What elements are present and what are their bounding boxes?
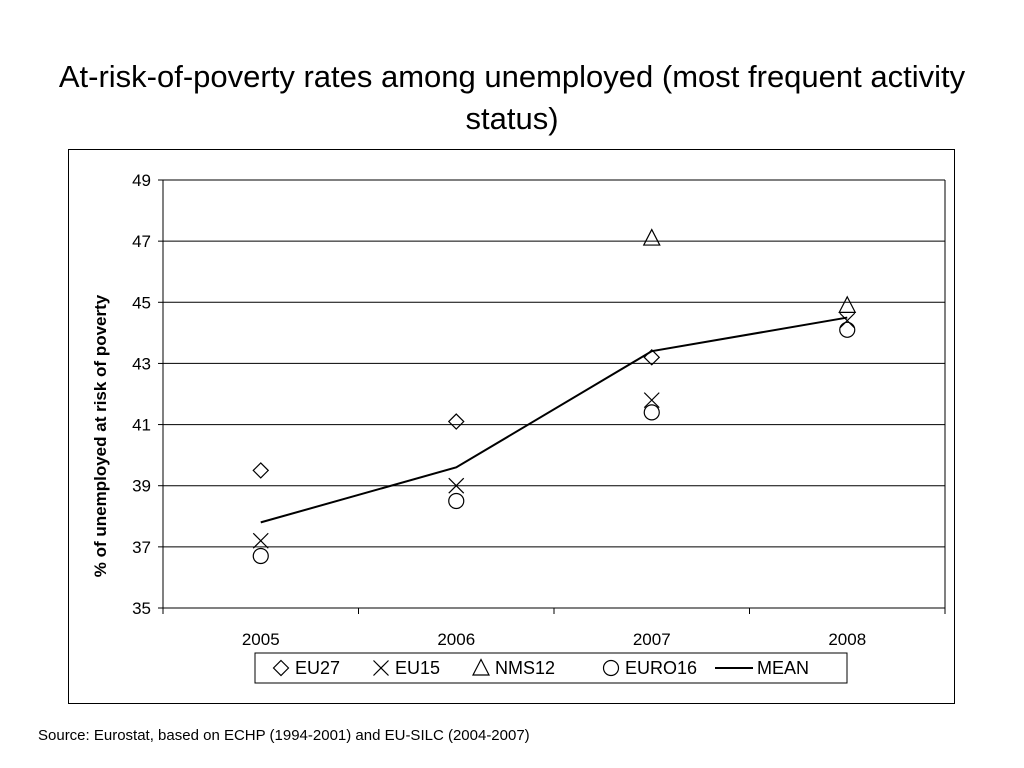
y-tick-label: 49 — [132, 171, 151, 190]
y-tick-label: 45 — [132, 293, 151, 312]
point-eu15 — [643, 392, 660, 409]
y-tick-label: 37 — [132, 538, 151, 557]
point-eu15-stroke — [643, 392, 660, 409]
point-euro16 — [252, 547, 269, 565]
series-euro16 — [252, 321, 856, 565]
point-eu15-stroke — [252, 532, 269, 549]
y-tick-label: 41 — [132, 416, 151, 435]
point-nms12 — [642, 228, 661, 246]
legend-label-eu27: EU27 — [295, 658, 340, 678]
legend-label-nms12: NMS12 — [495, 658, 555, 678]
x-tick-label: 2007 — [633, 630, 671, 649]
series-mean — [260, 316, 848, 524]
legend: EU27 EU15 NMS12 EURO16 MEAN — [254, 652, 848, 684]
point-eu15 — [839, 312, 856, 329]
legend-item-eu27: EU27 — [272, 658, 340, 678]
axes — [158, 179, 946, 614]
page-title: At-risk-of-poverty rates among unemploye… — [58, 59, 966, 136]
series-eu27 — [252, 348, 661, 479]
point-nms12 — [838, 295, 857, 313]
y-tick-label: 43 — [132, 354, 151, 373]
x-tick-label: 2008 — [828, 630, 866, 649]
legend-swatch-eu15 — [373, 660, 389, 676]
point-euro16 — [448, 492, 465, 510]
source-note: Source: Eurostat, based on ECHP (1994-20… — [38, 727, 530, 744]
y-tick-label: 35 — [132, 599, 151, 618]
point-euro16 — [643, 404, 660, 421]
point-eu15 — [448, 477, 465, 494]
x-tick-label: 2005 — [242, 630, 280, 649]
legend-label-mean: MEAN — [757, 658, 809, 678]
x-tick-labels: 2005 2006 2007 2008 — [242, 630, 866, 649]
legend-item-euro16: EURO16 — [602, 658, 697, 678]
point-eu15 — [252, 532, 269, 549]
legend-swatch-nms12 — [472, 658, 490, 676]
point-eu27 — [447, 413, 465, 430]
legend-item-eu15: EU15 — [373, 658, 440, 678]
y-tick-label: 47 — [132, 232, 151, 251]
legend-item-nms12: NMS12 — [472, 658, 555, 678]
chart-frame: 35 37 39 41 43 45 47 49 2005 2006 2007 2008 % of u… — [68, 149, 955, 704]
series — [252, 228, 857, 565]
point-euro16 — [839, 321, 856, 338]
y-tick-label: 39 — [132, 477, 151, 496]
chart: 35 37 39 41 43 45 47 49 2005 2006 2007 2008 % of u… — [91, 171, 946, 684]
legend-label-eu15: EU15 — [395, 658, 440, 678]
series-line-mean — [260, 316, 848, 524]
legend-swatch-eu27 — [272, 659, 290, 677]
legend-swatch-euro16 — [602, 659, 620, 677]
series-eu15 — [252, 312, 856, 549]
point-eu27 — [252, 462, 270, 479]
point-eu15-stroke — [448, 477, 465, 494]
legend-swatch-eu15-stroke — [373, 660, 389, 676]
x-tick-label: 2006 — [437, 630, 475, 649]
point-eu15-stroke — [839, 312, 856, 329]
y-tick-labels: 35 37 39 41 43 45 47 49 — [132, 171, 151, 618]
gridlines — [163, 179, 945, 548]
legend-item-mean: MEAN — [715, 658, 809, 678]
y-axis-label: % of unemployed at risk of poverty — [91, 294, 110, 577]
series-nms12 — [642, 228, 857, 313]
legend-label-euro16: EURO16 — [625, 658, 697, 678]
